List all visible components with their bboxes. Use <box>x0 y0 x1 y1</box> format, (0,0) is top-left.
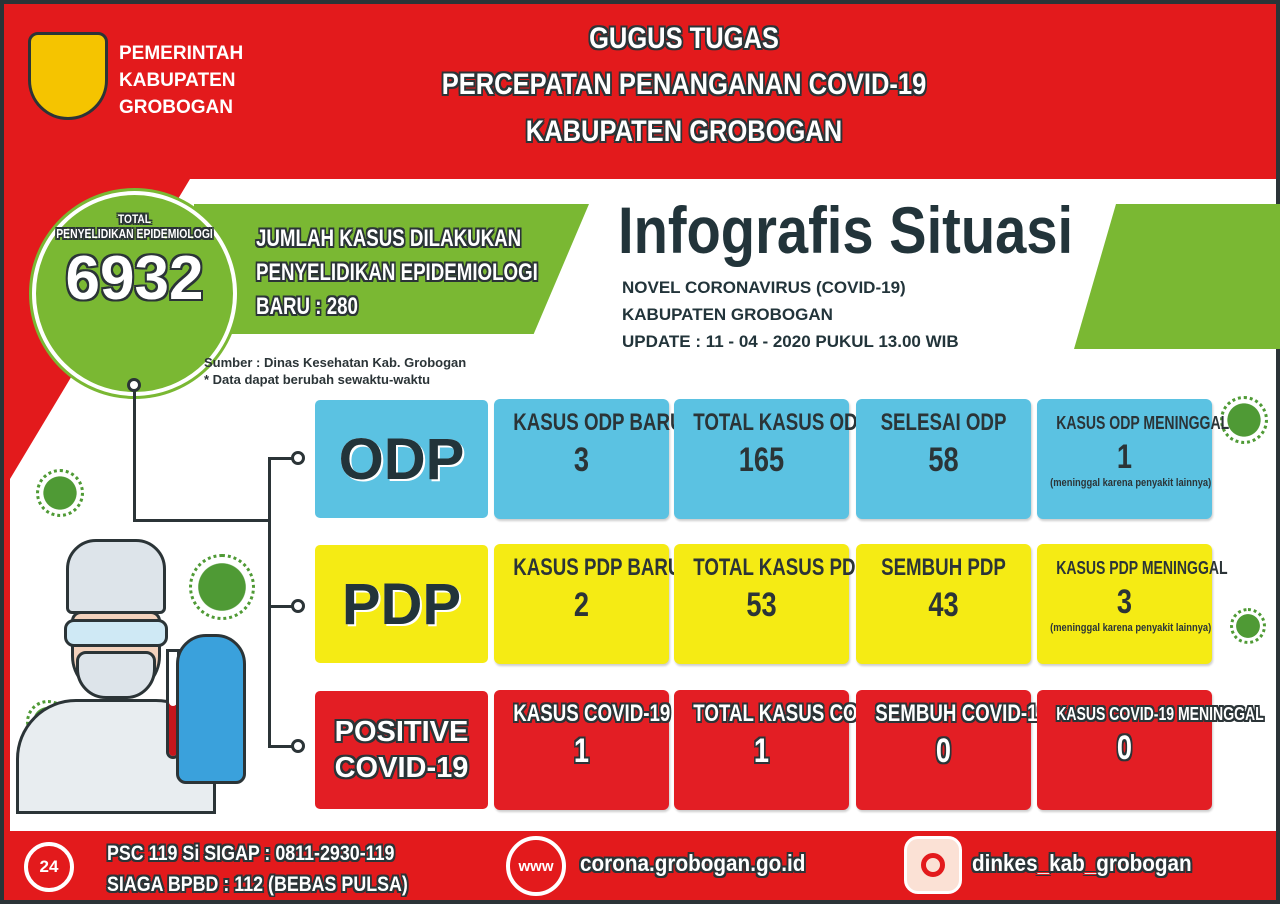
psc-hotline: PSC 119 Si SIGAP : 0811-2930-119 <box>107 842 395 865</box>
stat-value: 58 <box>928 441 959 479</box>
stat-card: TOTAL KASUS PDP 53 <box>674 544 868 664</box>
bpbd-hotline: SIAGA BPBD : 112 (BEBAS PULSA) <box>107 873 408 896</box>
stat-card: KASUS ODP BARU 3 <box>494 399 684 519</box>
info-line: UPDATE : 11 - 04 - 2020 PUKUL 13.00 WIB <box>622 332 959 351</box>
gov-line: GROBOGAN <box>119 97 233 118</box>
title-line: GUGUS TUGAS <box>589 22 779 55</box>
gov-line: KABUPATEN <box>119 70 236 91</box>
stat-value: 53 <box>746 586 777 624</box>
stat-card: KASUS PDP BARU 2 <box>494 544 682 664</box>
stat-value: 43 <box>928 586 959 624</box>
stat-value: 165 <box>738 441 785 479</box>
virus-icon <box>1230 608 1266 644</box>
connector-dot <box>291 599 305 613</box>
desc-line: BARU : 280 <box>256 293 358 320</box>
stat-label: KASUS COVID-19 BARU <box>513 700 730 727</box>
connector-line <box>268 745 294 748</box>
stat-label: TOTAL KASUS PDP <box>693 554 868 581</box>
info-line: NOVEL CORONAVIRUS (COVID-19) <box>622 278 906 297</box>
stat-value: 1 <box>753 732 770 770</box>
row-label-text: POSITIVE COVID-19 <box>334 716 469 784</box>
connector-line <box>268 605 294 608</box>
stat-note: (meninggal karena penyakit lainnya) <box>1050 477 1212 489</box>
stat-note: (meninggal karena penyakit lainnya) <box>1050 622 1212 634</box>
stat-label: KASUS PDP MENINGGAL <box>1056 558 1228 578</box>
stat-value: 3 <box>1116 583 1133 621</box>
stat-card: KASUS COVID-19 BARU 1 <box>494 690 730 810</box>
government-name: PEMERINTAH KABUPATEN GROBOGAN <box>119 40 243 121</box>
total-label: PENYELIDIKAN EPIDEMIOLOGI <box>56 226 213 241</box>
desc-line: PENYELIDIKAN EPIDEMIOLOGI <box>256 259 538 286</box>
connector-line <box>268 457 294 460</box>
gov-line: PEMERINTAH <box>119 43 244 64</box>
stat-label: KASUS COVID-19 MENINGGAL <box>1056 704 1264 724</box>
instagram-icon <box>904 836 962 894</box>
connector-line <box>133 390 136 521</box>
stat-value: 0 <box>935 732 952 770</box>
title-line: KABUPATEN GROBOGAN <box>525 115 843 148</box>
note-text: * Data dapat berubah sewaktu-waktu <box>204 372 431 387</box>
stat-label: KASUS ODP MENINGGAL <box>1056 413 1230 433</box>
website-link[interactable]: corona.grobogan.go.id <box>580 850 806 876</box>
stat-value: 1 <box>1116 438 1133 476</box>
stat-label: KASUS ODP BARU <box>513 409 684 436</box>
row-label-pdp: PDP <box>314 544 489 664</box>
stat-value: 0 <box>1116 729 1133 767</box>
row-label-positive-covid-19: POSITIVE COVID-19 <box>314 690 489 810</box>
stat-label: KASUS PDP BARU <box>513 554 682 581</box>
stat-card: SEMBUH PDP 43 <box>856 544 1031 664</box>
epi-description: JUMLAH KASUS DILAKUKAN PENYELIDIKAN EPID… <box>256 222 538 324</box>
stat-card: SELESAI ODP 58 <box>856 399 1031 519</box>
stat-card: KASUS PDP MENINGGAL 3 (meninggal karena pe… <box>1037 544 1228 664</box>
virus-icon <box>36 469 84 517</box>
epi-total-circle: TOTAL PENYELIDIKAN EPIDEMIOLOGI 6932 <box>32 191 237 396</box>
stat-value: 1 <box>573 732 590 770</box>
stat-card: KASUS ODP MENINGGAL 1 (meninggal karena pe… <box>1037 399 1230 519</box>
epi-band <box>194 204 589 334</box>
row-label-text: ODP <box>338 426 465 492</box>
connector-dot <box>291 451 305 465</box>
connector-line <box>268 457 271 747</box>
instagram-handle[interactable]: dinkes_kab_grobogan <box>972 850 1192 876</box>
total-label: TOTAL <box>117 212 152 226</box>
grobogan-logo <box>28 32 108 120</box>
stat-label: SELESAI ODP <box>880 409 1007 436</box>
row-label-odp: ODP <box>314 399 489 519</box>
info-title: Infografis Situasi <box>618 193 1074 267</box>
epi-total: 6932 <box>65 244 204 313</box>
stat-label: SEMBUH COVID-19 <box>875 700 1048 727</box>
stat-card: SEMBUH COVID-19 0 <box>856 690 1048 810</box>
globe-www-icon: www <box>506 836 566 896</box>
title-line: PERCEPATAN PENANGANAN COVID-19 <box>441 68 927 101</box>
connector-dot <box>291 739 305 753</box>
stat-card: KASUS COVID-19 MENINGGAL 0 <box>1037 690 1264 810</box>
health-worker-illustration <box>16 539 251 814</box>
desc-line: JUMLAH KASUS DILAKUKAN <box>256 225 522 252</box>
virus-icon <box>1220 396 1268 444</box>
info-line: KABUPATEN GROBOGAN <box>622 305 833 324</box>
phone-24-icon: 24 <box>24 842 74 892</box>
row-label-text: PDP <box>341 571 462 637</box>
virus-icon <box>189 554 255 620</box>
stat-label: TOTAL KASUS ODP <box>693 409 871 436</box>
stat-card: TOTAL KASUS ODP 165 <box>674 399 871 519</box>
stat-value: 3 <box>573 441 590 479</box>
stat-label: SEMBUH PDP <box>881 554 1006 581</box>
stat-label: TOTAL KASUS COVID-19 <box>693 700 916 727</box>
source-text: Sumber : Dinas Kesehatan Kab. Grobogan <box>204 355 467 370</box>
connector-line <box>133 519 271 522</box>
stat-value: 2 <box>573 586 590 624</box>
stat-card: TOTAL KASUS COVID-19 1 <box>674 690 916 810</box>
